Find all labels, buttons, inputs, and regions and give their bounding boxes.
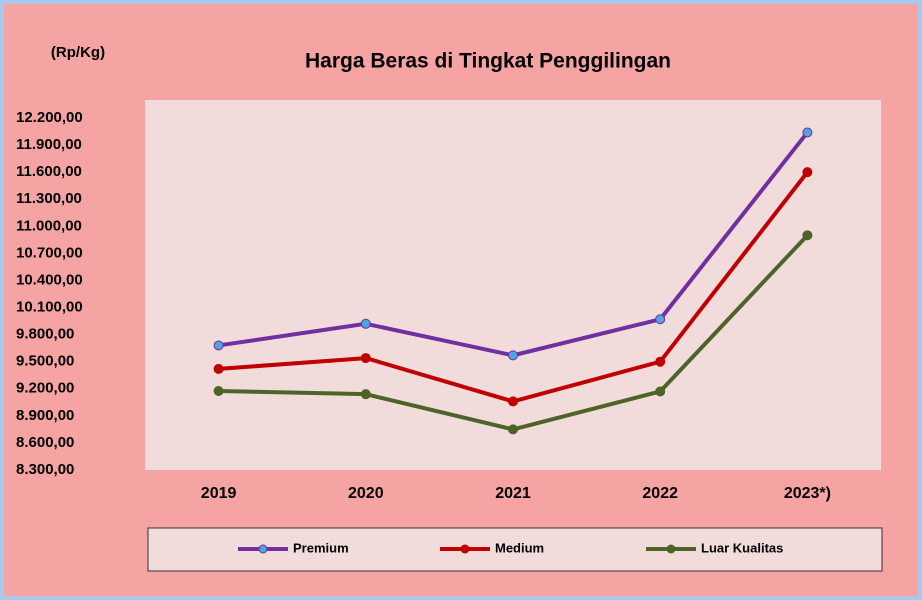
y-tick-label: 8.300,00 xyxy=(16,461,74,478)
legend-marker xyxy=(460,544,470,554)
series-marker xyxy=(508,350,518,361)
x-tick-label: 2019 xyxy=(201,485,237,502)
y-tick-label: 8.900,00 xyxy=(16,407,74,424)
legend-marker xyxy=(666,544,676,554)
series-marker xyxy=(508,424,518,435)
series-marker xyxy=(213,363,224,374)
series-marker xyxy=(802,230,813,241)
legend-label: Medium xyxy=(495,540,544,555)
x-tick-label: 2022 xyxy=(642,485,678,502)
series-marker xyxy=(655,314,666,325)
x-tick-label: 2020 xyxy=(348,485,384,502)
legend-label: Luar Kualitas xyxy=(701,540,783,555)
x-tick-label: 2021 xyxy=(495,485,531,502)
y-tick-label: 12.200,00 xyxy=(16,109,83,126)
legend-marker xyxy=(258,544,268,554)
x-tick-label: 2023*) xyxy=(784,485,831,502)
y-tick-label: 9.800,00 xyxy=(16,326,74,343)
series-marker xyxy=(802,167,813,178)
y-tick-label: 11.900,00 xyxy=(16,136,82,153)
series-marker xyxy=(655,386,666,397)
y-tick-label: 10.100,00 xyxy=(16,299,83,316)
y-tick-label: 10.400,00 xyxy=(16,271,83,288)
plot-area xyxy=(145,100,881,470)
y-tick-label: 8.600,00 xyxy=(16,434,74,451)
y-axis-label: (Rp/Kg) xyxy=(51,44,105,61)
y-tick-label: 11.600,00 xyxy=(16,163,82,180)
chart-title: Harga Beras di Tingkat Penggilingan xyxy=(305,50,671,73)
series-marker xyxy=(360,389,371,400)
legend-label: Premium xyxy=(293,540,349,555)
y-tick-label: 9.500,00 xyxy=(16,353,74,370)
series-marker xyxy=(508,396,518,407)
series-marker xyxy=(213,386,224,397)
series-marker xyxy=(655,356,666,367)
y-tick-label: 11.000,00 xyxy=(16,217,82,234)
y-tick-label: 10.700,00 xyxy=(16,244,83,261)
y-tick-label: 9.200,00 xyxy=(16,380,74,397)
y-tick-label: 11.300,00 xyxy=(16,190,82,207)
series-marker xyxy=(360,318,371,329)
series-marker xyxy=(802,127,813,138)
series-marker xyxy=(213,340,224,351)
series-marker xyxy=(360,353,371,364)
